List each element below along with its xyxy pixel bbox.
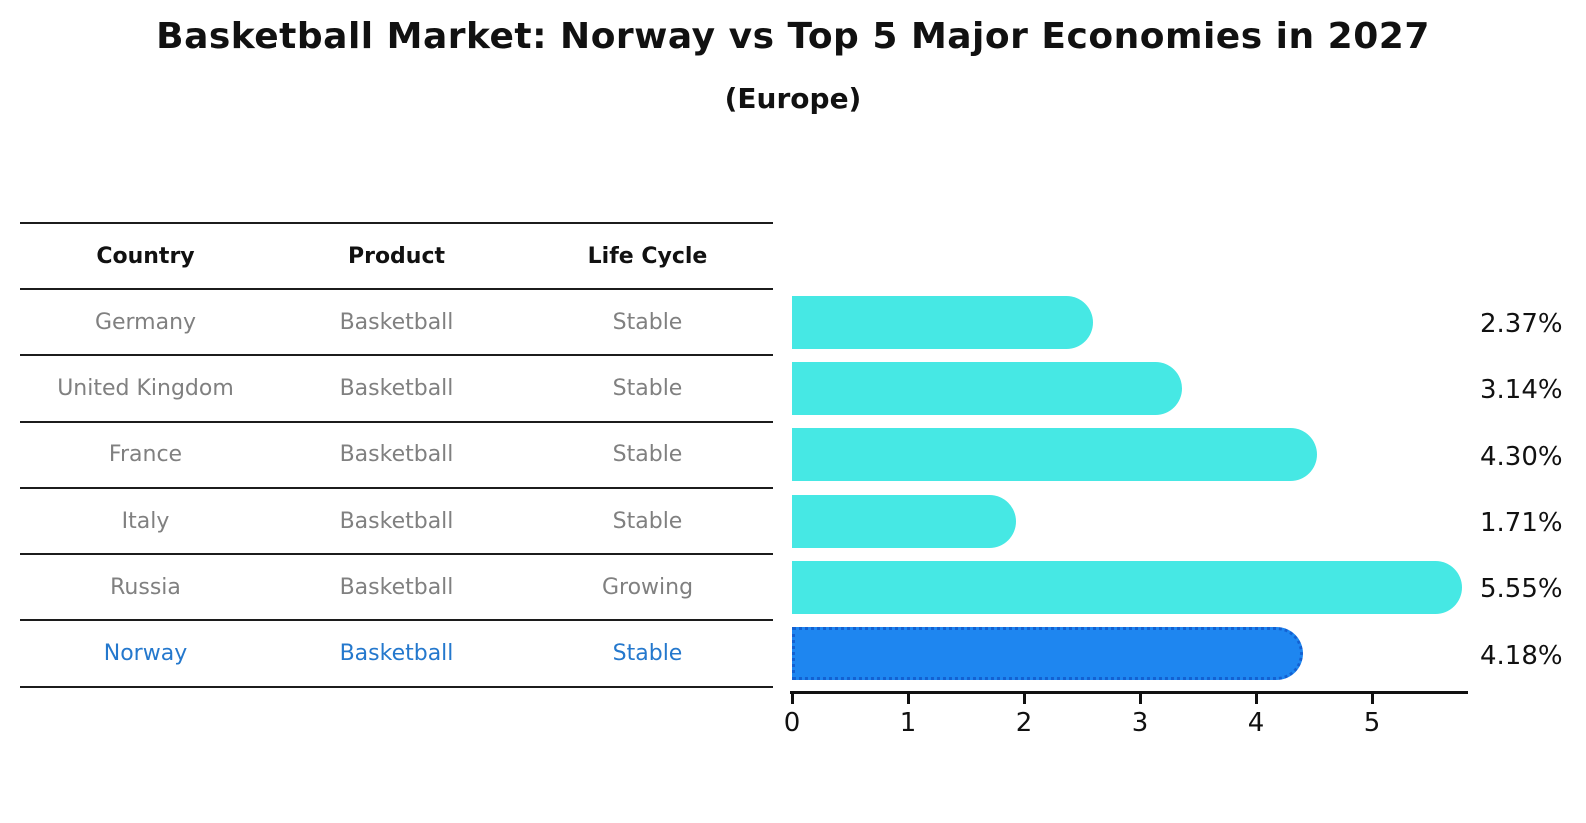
life-cycle-cell: Stable <box>612 442 683 468</box>
table-row: France Basketball Stable <box>20 420 773 487</box>
table-row: Italy Basketball Stable <box>20 486 773 553</box>
bar-value-label: 1.71% <box>1480 508 1563 539</box>
bar-value-label: 2.37% <box>1480 309 1563 340</box>
column-header-country: Country <box>96 243 195 269</box>
product-cell: Basketball <box>339 641 454 667</box>
table-row: Norway Basketball Stable <box>20 619 773 685</box>
life-cycle-cell: Stable <box>612 309 683 335</box>
table-row: United Kingdom Basketball Stable <box>20 354 773 420</box>
country-cell: Norway <box>103 641 188 667</box>
life-cycle-cell: Growing <box>601 574 694 600</box>
bar-value-label: 3.14% <box>1480 375 1563 406</box>
life-cycle-cell: Stable <box>612 375 683 401</box>
x-tick-label: 0 <box>783 708 801 738</box>
x-tick-mark <box>1139 694 1142 704</box>
life-cycle-cell: Stable <box>612 508 683 534</box>
table-header-row: Country Product Life Cycle <box>20 222 773 288</box>
bar-france <box>792 428 1317 482</box>
product-cell: Basketball <box>339 309 454 335</box>
column-header-life-cycle: Life Cycle <box>587 243 708 269</box>
chart-subtitle: (Europe) <box>724 82 862 115</box>
table-row: Russia Basketball Growing <box>20 553 773 619</box>
product-cell: Basketball <box>339 574 454 600</box>
x-axis-line <box>790 691 1468 694</box>
column-header-product: Product <box>347 243 446 269</box>
x-tick-label: 1 <box>899 708 917 738</box>
bar-united-kingdom <box>792 361 1183 415</box>
x-tick-mark <box>1371 694 1374 704</box>
x-tick-mark <box>1255 694 1258 704</box>
x-tick-label: 2 <box>1015 708 1033 738</box>
country-cell: Italy <box>121 508 170 534</box>
bar-value-label: 5.55% <box>1480 574 1563 605</box>
chart-title: Basketball Market: Norway vs Top 5 Major… <box>156 16 1430 57</box>
bar-norway <box>792 627 1303 681</box>
x-tick-label: 4 <box>1247 708 1265 738</box>
bar-value-label: 4.18% <box>1480 640 1563 671</box>
bar-russia <box>792 560 1462 614</box>
country-cell: France <box>108 442 183 468</box>
product-cell: Basketball <box>339 442 454 468</box>
country-cell: Russia <box>110 574 181 600</box>
product-cell: Basketball <box>339 508 454 534</box>
x-tick-label: 3 <box>1131 708 1149 738</box>
bar-value-label: 4.30% <box>1480 441 1563 472</box>
x-tick-label: 5 <box>1363 708 1381 738</box>
product-cell: Basketball <box>339 375 454 401</box>
country-cell: Germany <box>94 309 197 335</box>
x-tick-mark <box>791 694 794 704</box>
country-table: Country Product Life Cycle Germany Baske… <box>20 222 773 688</box>
x-tick-mark <box>1023 694 1026 704</box>
country-cell: United Kingdom <box>57 375 234 401</box>
table-row: Germany Basketball Stable <box>20 288 773 354</box>
x-tick-mark <box>907 694 910 704</box>
bar-germany <box>792 295 1093 349</box>
bar-italy <box>792 494 1017 548</box>
life-cycle-cell: Stable <box>612 641 683 667</box>
